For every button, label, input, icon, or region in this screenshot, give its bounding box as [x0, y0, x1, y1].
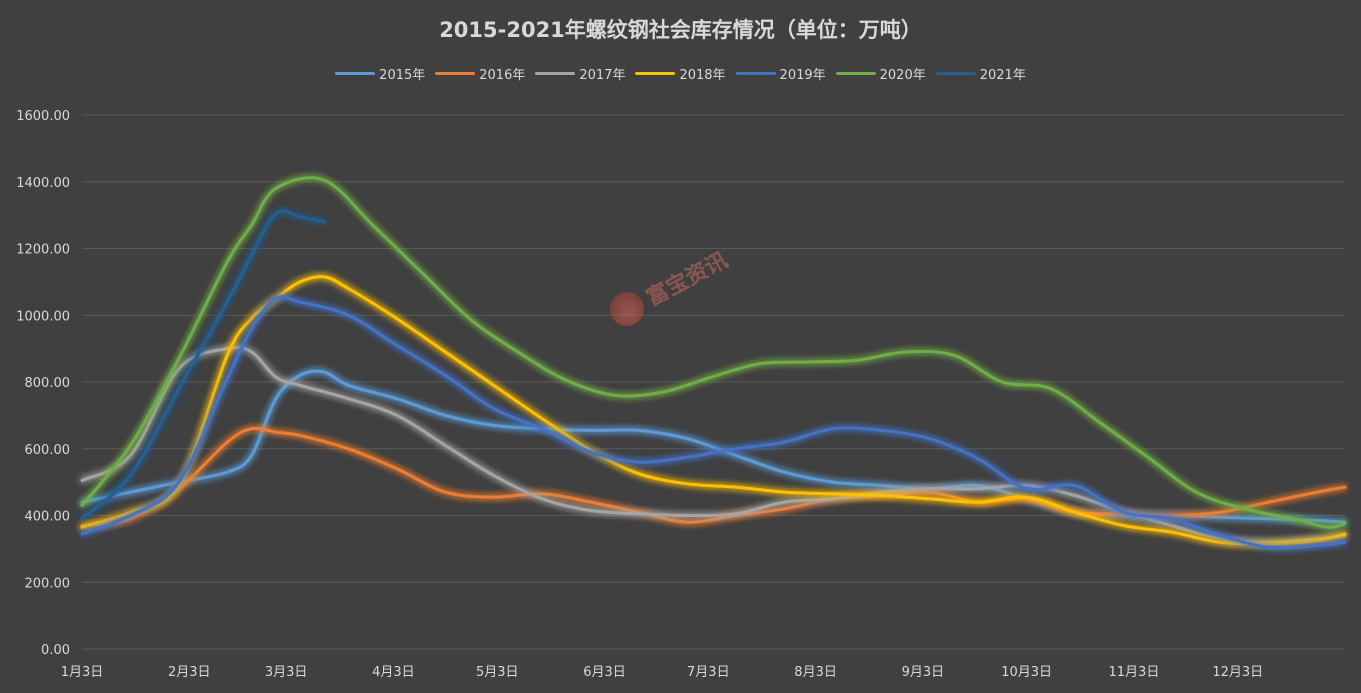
- y-tick-label: 0.00: [41, 643, 70, 658]
- legend-swatch: [935, 72, 976, 75]
- series-line-2021: [80, 209, 326, 521]
- gridlines: [82, 114, 1345, 650]
- y-tick-label: 1400.00: [16, 176, 70, 191]
- legend-item: 2016年: [435, 64, 525, 83]
- legend-swatch: [635, 72, 676, 75]
- x-tick-label: 1月3日: [61, 665, 104, 680]
- x-tick-label: 4月3日: [372, 665, 415, 680]
- x-tick-label: 7月3日: [687, 665, 730, 680]
- y-tick-label: 600.00: [25, 443, 71, 458]
- chart-legend: 2015年 2016年 2017年 2018年 2019年 2020年 2021年: [0, 64, 1361, 83]
- legend-swatch: [335, 72, 376, 75]
- series-line-2020: [80, 176, 1347, 529]
- legend-item: 2019年: [735, 64, 826, 83]
- y-tick-label: 800.00: [25, 376, 71, 391]
- x-tick-label: 5月3日: [476, 665, 519, 680]
- legend-swatch: [535, 72, 576, 75]
- chart-title: 2015-2021年螺纹钢社会库存情况（单位：万吨）: [439, 18, 922, 42]
- x-tick-label: 3月3日: [265, 665, 308, 680]
- legend-label: 2021年: [979, 68, 1026, 83]
- legend-label: 2018年: [679, 68, 726, 83]
- x-tick-label: 12月3日: [1212, 665, 1263, 680]
- legend-swatch: [735, 72, 776, 75]
- series-line-2016: [80, 426, 1347, 527]
- legend-swatch: [435, 72, 476, 75]
- legend-item: 2017年: [535, 64, 625, 83]
- legend-label: 2016年: [479, 68, 526, 83]
- legend-label: 2020年: [879, 68, 926, 83]
- legend-label: 2019年: [779, 68, 826, 83]
- legend-item: 2015年: [335, 64, 425, 83]
- series-line-2019: [80, 295, 1347, 550]
- x-tick-label: 10月3日: [1001, 665, 1052, 680]
- x-tick-label: 2月3日: [168, 665, 211, 680]
- x-tick-label: 9月3日: [902, 665, 945, 680]
- y-axis: 0.00 200.00 400.00 600.00 800.00 1000.00 1200.…: [16, 109, 70, 658]
- y-tick-label: 1000.00: [16, 309, 70, 324]
- legend-swatch: [835, 72, 876, 75]
- legend-item: 2021年: [935, 64, 1026, 83]
- x-axis: 1月3日 2月3日 3月3日 4月3日 5月3日 6月3日 7月3日 8月3日 9月3日 10月3…: [61, 665, 1263, 680]
- series-line-2018: [80, 275, 1347, 546]
- y-tick-label: 400.00: [25, 510, 71, 525]
- y-tick-label: 1200.00: [16, 243, 70, 258]
- series-group: [80, 176, 1347, 550]
- y-tick-label: 1600.00: [16, 109, 70, 124]
- x-tick-label: 8月3日: [794, 665, 837, 680]
- legend-label: 2017年: [579, 68, 626, 83]
- y-tick-label: 200.00: [25, 576, 71, 591]
- legend-label: 2015年: [379, 68, 426, 83]
- series-line-2015: [80, 369, 1347, 524]
- x-tick-label: 6月3日: [583, 665, 626, 680]
- x-tick-label: 11月3日: [1109, 665, 1160, 680]
- legend-item: 2020年: [835, 64, 926, 83]
- legend-item: 2018年: [635, 64, 726, 83]
